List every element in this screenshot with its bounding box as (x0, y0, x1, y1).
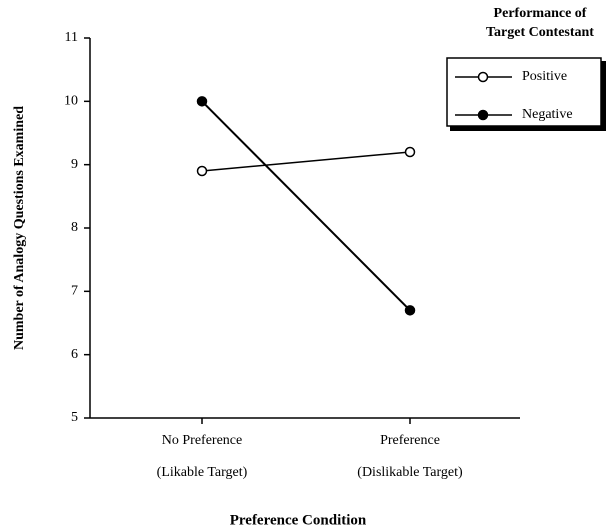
y-tick-label: 11 (65, 30, 78, 45)
legend-label: Negative (522, 107, 573, 122)
x-tick-label: No Preference (162, 433, 242, 448)
y-tick-label: 7 (71, 284, 78, 299)
legend-title: Target Contestant (486, 25, 594, 40)
legend-label: Positive (522, 69, 567, 84)
point (196, 96, 208, 107)
legend-title: Performance of (494, 6, 587, 21)
y-tick-label: 10 (64, 94, 78, 109)
y-axis-title: Number of Analogy Questions Examined (12, 106, 27, 350)
series-line (201, 151, 411, 172)
y-tick-label: 6 (71, 347, 78, 362)
x-tick-note: (Dislikable Target) (357, 465, 463, 480)
point (404, 146, 416, 158)
legend-marker (477, 71, 489, 83)
point (404, 305, 416, 316)
x-tick-label: Preference (380, 433, 440, 448)
y-tick-label: 8 (71, 220, 78, 235)
series-line (201, 100, 411, 312)
x-axis-title: Preference Condition (230, 512, 367, 528)
x-tick-note: (Likable Target) (157, 465, 248, 480)
legend-marker (477, 109, 489, 121)
y-tick-label: 9 (71, 157, 78, 172)
y-tick-label: 5 (71, 410, 78, 425)
point (196, 165, 208, 177)
